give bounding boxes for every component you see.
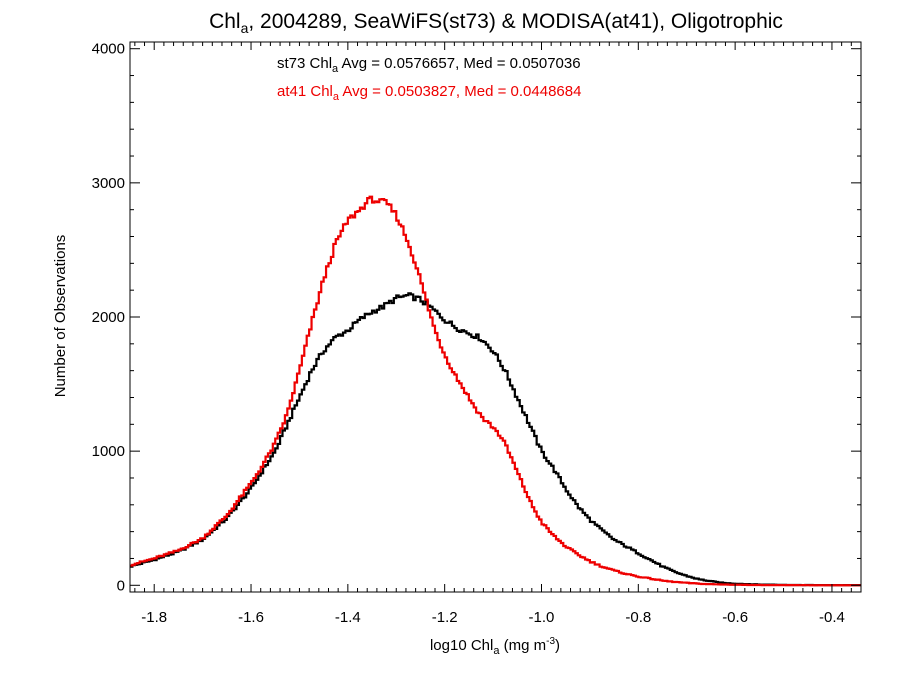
x-tick-label: -0.8	[625, 609, 651, 626]
y-tick-label: 2000	[92, 309, 125, 326]
x-tick-label: -0.6	[722, 609, 748, 626]
series-layer	[130, 195, 861, 587]
x-tick-label: -1.0	[529, 609, 555, 626]
y-tick-label: 1000	[92, 443, 125, 460]
plot-frame	[129, 41, 862, 593]
x-axis-label: log10 Chla (mg m-3)	[430, 636, 560, 657]
y-tick-label: 0	[117, 577, 125, 594]
y-axis-label: Number of Observations	[52, 235, 69, 398]
at41-stat-annotation: at41 Chla Avg = 0.0503827, Med = 0.04486…	[277, 83, 581, 103]
y-tick-label: 3000	[92, 175, 125, 192]
x-tick-label: -1.2	[432, 609, 458, 626]
series-at41-histogram	[130, 195, 861, 587]
x-tick-label: -1.4	[335, 609, 361, 626]
x-tick-label: -0.4	[819, 609, 845, 626]
st73-stat-annotation: st73 Chla Avg = 0.0576657, Med = 0.05070…	[277, 55, 581, 75]
x-tick-label: -1.8	[141, 609, 167, 626]
y-tick-label: 4000	[92, 41, 125, 58]
series-st73-histogram	[130, 292, 861, 587]
chart-title: Chla, 2004289, SeaWiFS(st73) & MODISA(at…	[209, 10, 783, 36]
x-tick-label: -1.6	[238, 609, 264, 626]
axis-ticks: -1.8 -1.6 -1.4 -1.2 -1.0 -0.8 -0.6 -0.4 0 1000 200…	[92, 41, 861, 626]
